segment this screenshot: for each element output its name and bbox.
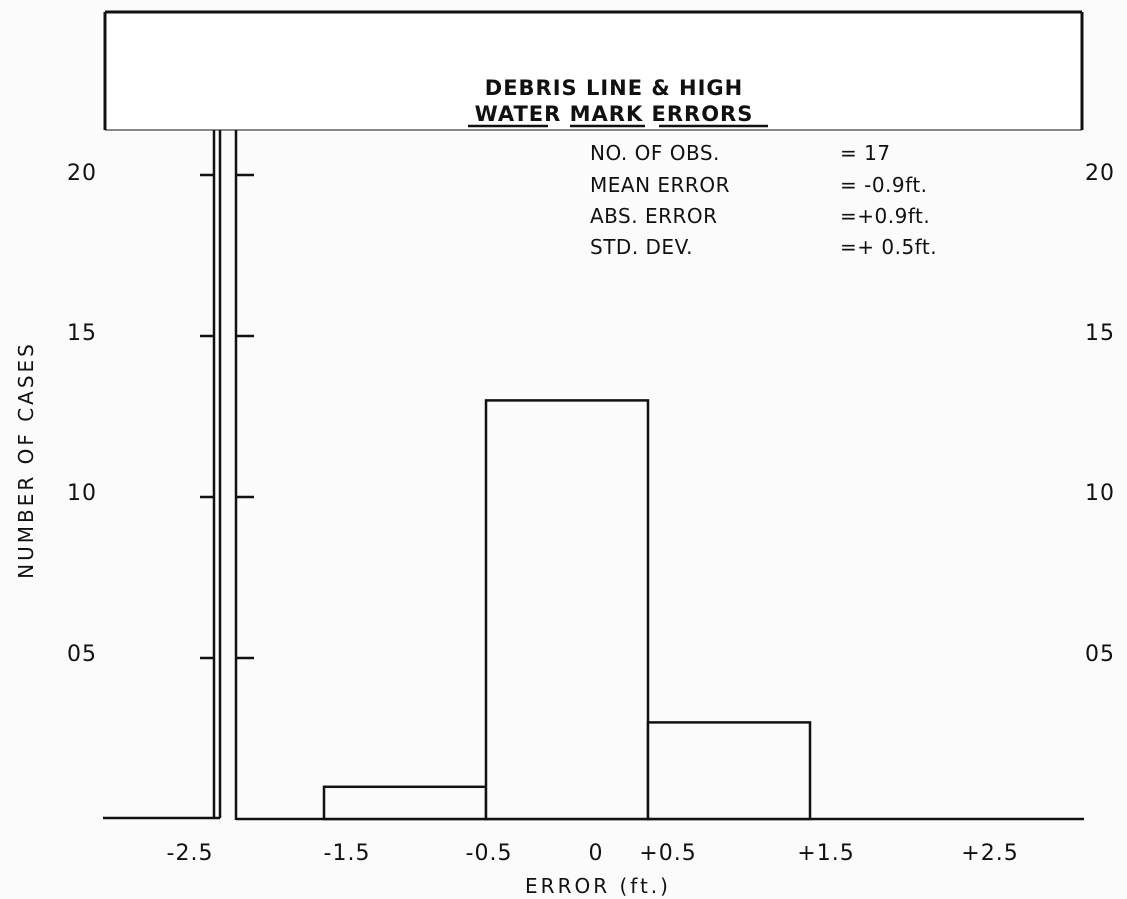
y-tick-labels-right: 05 10 15 20 <box>1085 161 1115 667</box>
chart-title-line-2: WATER MARK ERRORS <box>475 102 754 126</box>
x-tick-label-plus-0-5: +0.5 <box>639 841 696 866</box>
x-tick-label-zero: 0 <box>589 841 604 866</box>
x-tick-labels: -2.5 -1.5 -0.5 0 +0.5 +1.5 +2.5 <box>167 841 1018 866</box>
histogram-bar-2 <box>484 399 650 821</box>
title-panel <box>105 12 1082 132</box>
y-tick-label-left-5: 05 <box>67 642 97 667</box>
x-axis-title: ERROR (ft.) <box>525 874 671 898</box>
y-tick-label-right-5: 05 <box>1085 642 1115 667</box>
x-tick-label-minus-2-5: -2.5 <box>167 841 214 866</box>
y-tick-label-right-10: 10 <box>1085 481 1115 506</box>
stat-value-mean: = -0.9ft. <box>840 173 928 197</box>
y-tick-label-left-10: 10 <box>67 481 97 506</box>
histogram-bar-3 <box>646 721 812 821</box>
y-tick-label-right-15: 15 <box>1085 321 1115 346</box>
x-tick-label-plus-2-5: +2.5 <box>961 841 1018 866</box>
stat-label-obs: NO. OF OBS. <box>590 141 720 165</box>
chart-title-line-1: DEBRIS LINE & HIGH <box>485 76 743 100</box>
statistics-block: NO. OF OBS. = 17 MEAN ERROR = -0.9ft. AB… <box>590 141 937 259</box>
y-tick-label-right-20: 20 <box>1085 161 1115 186</box>
histogram-bar-1 <box>322 785 488 821</box>
y-tick-labels-left: 05 10 15 20 <box>67 161 97 667</box>
x-tick-label-minus-1-5: -1.5 <box>324 841 371 866</box>
x-tick-label-minus-0-5: -0.5 <box>466 841 513 866</box>
stat-label-std: STD. DEV. <box>590 235 693 259</box>
stat-value-obs: = 17 <box>840 141 891 165</box>
stat-label-mean: MEAN ERROR <box>590 173 730 197</box>
y-tick-label-left-20: 20 <box>67 161 97 186</box>
stat-value-std: =+ 0.5ft. <box>840 235 937 259</box>
y-tick-label-left-15: 15 <box>67 321 97 346</box>
y-axis-title: NUMBER OF CASES <box>14 341 38 579</box>
y-tick-marks <box>200 173 254 660</box>
stat-value-abs: =+0.9ft. <box>840 204 930 228</box>
x-tick-label-plus-1-5: +1.5 <box>797 841 854 866</box>
histogram-bars <box>322 399 812 821</box>
stat-label-abs: ABS. ERROR <box>590 204 718 228</box>
